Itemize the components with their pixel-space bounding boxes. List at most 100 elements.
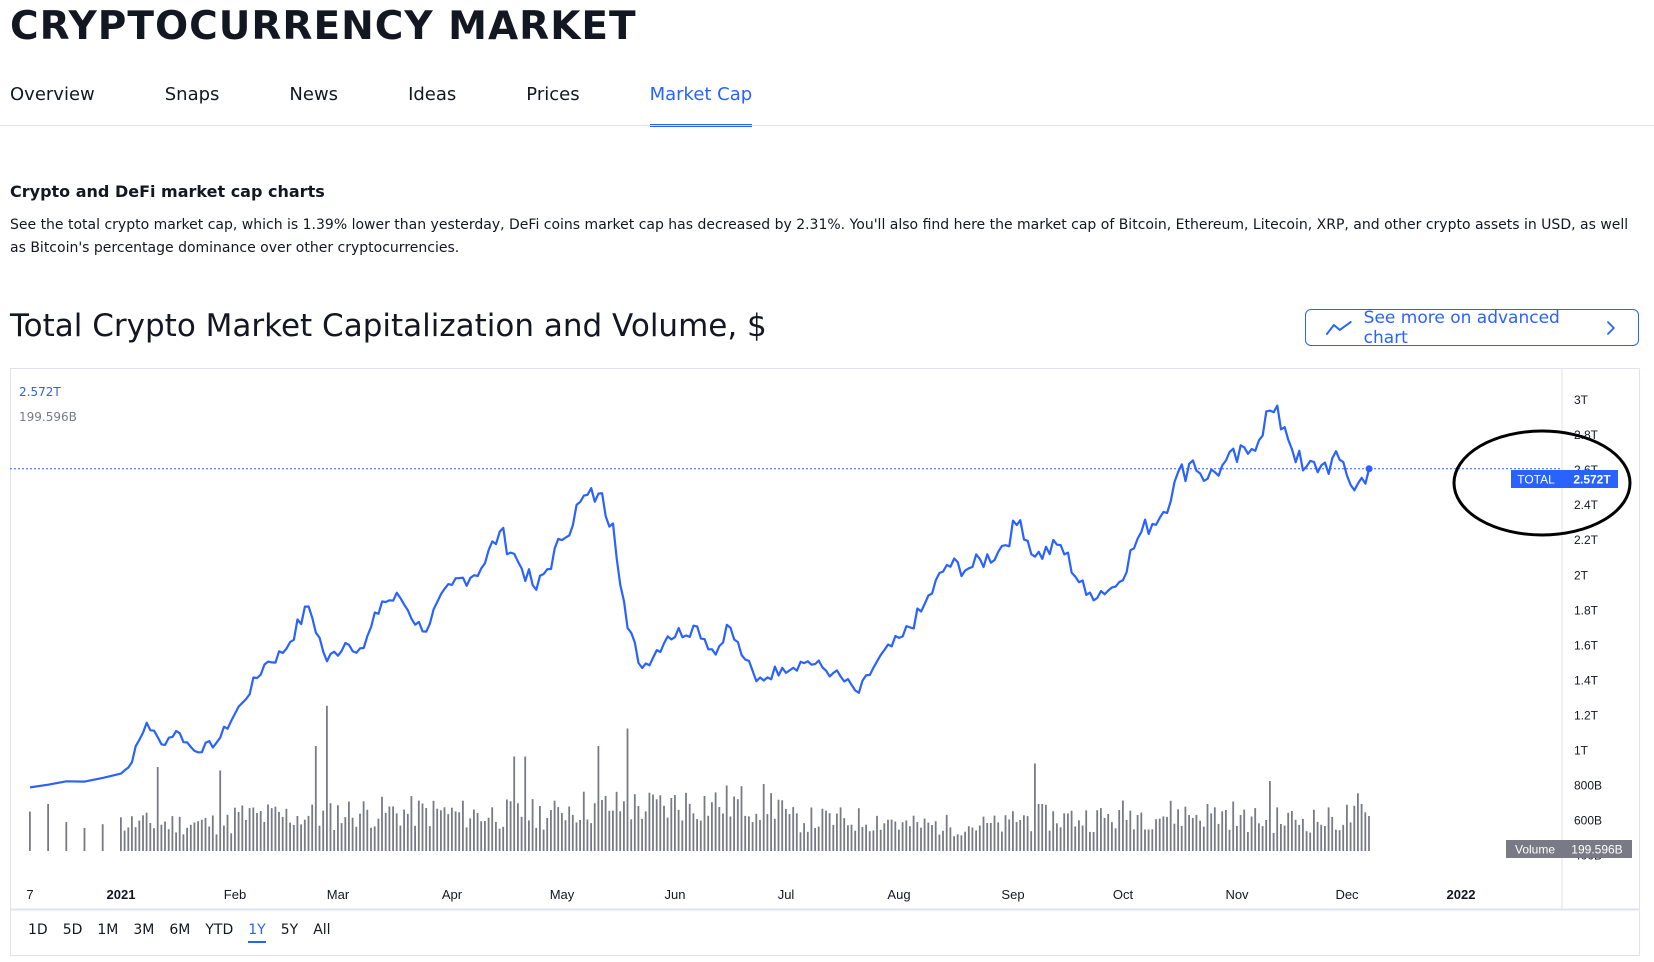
volume-bar (495, 822, 497, 851)
volume-bar (989, 823, 992, 851)
volume-price-tag-value: 199.596B (1571, 843, 1622, 857)
volume-bar (1056, 823, 1058, 851)
volume-bar (582, 791, 585, 851)
range-1d[interactable]: 1D (28, 922, 48, 938)
volume-bar (1111, 822, 1113, 851)
volume-bar (1100, 808, 1102, 851)
volume-bar (1338, 830, 1341, 851)
tab-prices[interactable]: Prices (526, 84, 580, 105)
range-ytd[interactable]: YTD (205, 922, 234, 938)
volume-bar (1125, 819, 1128, 851)
volume-bar (828, 813, 831, 851)
tab-news[interactable]: News (289, 84, 339, 105)
volume-bar (817, 826, 820, 851)
annotation-circle (1452, 429, 1632, 537)
x-axis-ticks: 7 2021 Feb Mar Apr May Jun Jul Aug Sep Oct Nov Dec 20… (26, 887, 1475, 902)
volume-bar (550, 810, 552, 851)
y-tick-label: 1T (1574, 744, 1589, 758)
advanced-chart-label: See more on advanced chart (1363, 307, 1560, 348)
x-tick-label: Mar (327, 887, 350, 902)
volume-bar (1023, 815, 1025, 851)
y-axis-ticks: 3T2.8T2.6T2.4T2.2T2T1.8T1.6T1.4T1.2T1T80… (1574, 393, 1602, 863)
volume-bar (623, 801, 625, 851)
volume-bar (814, 828, 816, 851)
range-6m[interactable]: 6M (169, 922, 191, 938)
volume-bar (1184, 806, 1187, 851)
volume-price-tag-bg (1506, 840, 1632, 858)
volume-bar (666, 817, 669, 851)
volume-bar (524, 756, 527, 851)
volume-bar (711, 802, 713, 851)
volume-bar (1217, 823, 1220, 851)
volume-bar (956, 834, 959, 851)
volume-bar (142, 815, 144, 851)
volume-bar (359, 813, 361, 851)
volume-bar (674, 795, 676, 851)
volume-bar (597, 746, 600, 851)
tab-overview[interactable]: Overview (10, 84, 95, 105)
range-3m[interactable]: 3M (133, 922, 155, 938)
volume-bar (473, 809, 475, 851)
volume-bar (1151, 829, 1154, 851)
volume-bar (539, 806, 541, 851)
volume-bar (722, 813, 724, 851)
volume-bar (29, 811, 31, 851)
volume-bar (267, 804, 269, 851)
range-5y[interactable]: 5Y (280, 922, 299, 938)
volume-bar (65, 822, 68, 851)
volume-bar (612, 810, 614, 851)
volume-bar (1239, 815, 1242, 851)
volume-bar (1247, 832, 1249, 851)
volume-bar (1052, 811, 1055, 851)
volume-bar (167, 829, 170, 851)
volume-bar (1283, 825, 1286, 851)
volume-bar (517, 803, 519, 851)
tab-ideas[interactable]: Ideas (408, 84, 457, 105)
volume-bar (755, 813, 758, 851)
volume-bar (982, 816, 985, 851)
range-1y[interactable]: 1Y (248, 922, 267, 943)
volume-bar (861, 827, 864, 851)
volume-bar (1129, 810, 1132, 851)
volume-bar (1202, 826, 1205, 851)
volume-bar (311, 804, 314, 851)
range-1m[interactable]: 1M (97, 922, 119, 938)
chart-legend: 2.572T 199.596B (19, 380, 77, 430)
volume-bar (839, 807, 842, 851)
volume-bar (699, 820, 702, 851)
legend-total-value: 2.572T (19, 385, 61, 399)
volume-bar (777, 799, 780, 851)
volume-bar (329, 803, 332, 851)
volume-bar (688, 803, 691, 851)
volume-bar (707, 815, 710, 851)
range-all[interactable]: All (313, 922, 331, 938)
volume-bar (836, 813, 838, 851)
volume-bar (348, 801, 350, 851)
x-tick-label: 2022 (1447, 887, 1476, 902)
volume-bar (197, 821, 199, 851)
advanced-chart-button[interactable]: See more on advanced chart (1305, 307, 1639, 348)
volume-bar (967, 826, 970, 851)
volume-bar (923, 818, 926, 851)
volume-bar (1004, 815, 1007, 851)
tab-snaps[interactable]: Snaps (164, 84, 220, 105)
volume-bar (1305, 831, 1308, 851)
volume-bar (542, 829, 545, 851)
volume-bar (241, 805, 244, 851)
volume-bar (314, 746, 317, 851)
volume-bar (729, 816, 732, 851)
volume-bar (175, 832, 177, 851)
volume-bar (1067, 813, 1069, 851)
range-5d[interactable]: 5D (62, 922, 83, 938)
volume-bar (1276, 807, 1279, 851)
volume-bar (1155, 819, 1157, 851)
volume-bar (498, 828, 501, 851)
volume-bar (748, 816, 750, 851)
volume-bar (916, 822, 919, 851)
volume-bar (803, 823, 805, 851)
volume-bar (575, 822, 578, 851)
volume-bar (513, 756, 516, 851)
volume-bar (226, 814, 229, 851)
volume-bar (451, 807, 453, 851)
